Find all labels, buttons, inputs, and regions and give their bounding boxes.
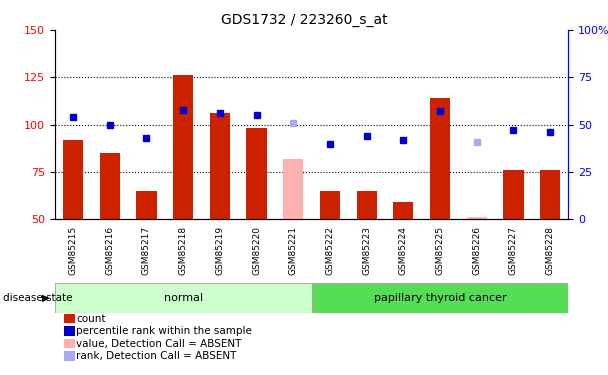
Text: disease state: disease state <box>3 293 72 303</box>
Bar <box>100 153 120 219</box>
Text: GSM85219: GSM85219 <box>215 226 224 275</box>
Text: GSM85215: GSM85215 <box>69 226 78 275</box>
Bar <box>393 202 413 219</box>
Bar <box>55 283 311 312</box>
Bar <box>467 217 487 219</box>
Text: GSM85226: GSM85226 <box>472 226 482 275</box>
Text: GSM85221: GSM85221 <box>289 226 298 275</box>
Bar <box>320 191 340 219</box>
Text: GSM85216: GSM85216 <box>105 226 114 275</box>
Text: GSM85217: GSM85217 <box>142 226 151 275</box>
Text: papillary thyroid cancer: papillary thyroid cancer <box>374 293 506 303</box>
Text: value, Detection Call = ABSENT: value, Detection Call = ABSENT <box>76 339 241 348</box>
Text: normal: normal <box>164 293 202 303</box>
Bar <box>173 75 193 219</box>
Bar <box>136 191 156 219</box>
Bar <box>540 170 560 219</box>
Text: rank, Detection Call = ABSENT: rank, Detection Call = ABSENT <box>76 351 237 361</box>
Text: ▶: ▶ <box>43 293 50 303</box>
Text: count: count <box>76 314 106 324</box>
Bar <box>356 191 377 219</box>
Text: GSM85227: GSM85227 <box>509 226 518 275</box>
Text: GSM85218: GSM85218 <box>179 226 188 275</box>
Bar <box>210 113 230 219</box>
Text: GSM85220: GSM85220 <box>252 226 261 275</box>
Bar <box>283 159 303 219</box>
Text: GSM85225: GSM85225 <box>435 226 444 275</box>
Bar <box>430 98 450 219</box>
Text: GSM85224: GSM85224 <box>399 226 408 275</box>
Bar <box>63 140 83 219</box>
Text: GSM85223: GSM85223 <box>362 226 371 275</box>
Bar <box>311 283 568 312</box>
Bar <box>503 170 523 219</box>
Text: percentile rank within the sample: percentile rank within the sample <box>76 326 252 336</box>
Text: GSM85228: GSM85228 <box>545 226 554 275</box>
Text: GDS1732 / 223260_s_at: GDS1732 / 223260_s_at <box>221 13 387 27</box>
Text: GSM85222: GSM85222 <box>325 226 334 275</box>
Bar <box>246 129 267 219</box>
